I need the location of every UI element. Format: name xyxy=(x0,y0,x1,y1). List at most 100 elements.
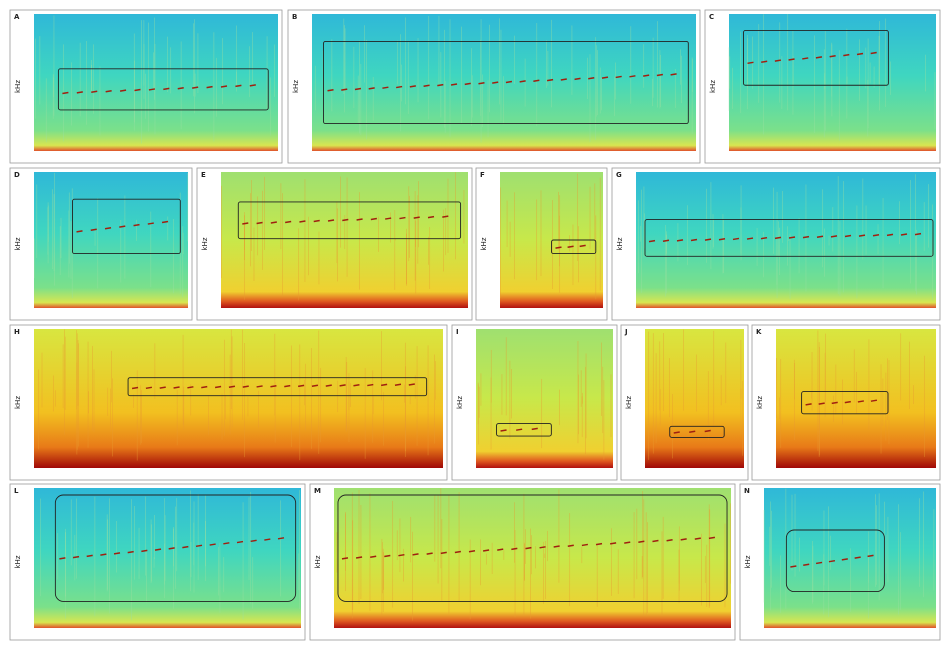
call xyxy=(761,61,767,62)
call xyxy=(114,553,120,554)
call xyxy=(235,85,241,86)
call xyxy=(149,89,155,90)
call xyxy=(871,52,877,53)
panel-label: L xyxy=(14,487,19,495)
panel: BkHz xyxy=(288,10,700,163)
call xyxy=(437,85,443,86)
call xyxy=(901,234,907,235)
call xyxy=(845,402,851,403)
call xyxy=(169,548,175,549)
call xyxy=(264,539,270,540)
call xyxy=(299,221,305,222)
call xyxy=(132,387,138,388)
call xyxy=(342,220,348,221)
call xyxy=(790,566,796,567)
call xyxy=(141,550,147,551)
call xyxy=(816,57,822,58)
call xyxy=(915,234,921,235)
call xyxy=(442,216,448,217)
call xyxy=(278,538,284,539)
call xyxy=(155,549,161,550)
call xyxy=(91,229,97,230)
call xyxy=(817,236,823,237)
call xyxy=(160,387,166,388)
panel: JkHz xyxy=(621,325,748,480)
call xyxy=(77,92,83,93)
call xyxy=(709,537,715,538)
call xyxy=(257,386,263,387)
call xyxy=(424,85,430,86)
call xyxy=(671,74,677,75)
panel-label: F xyxy=(480,171,485,179)
call xyxy=(511,548,517,549)
call xyxy=(610,543,616,544)
call xyxy=(399,218,405,219)
panel-label: G xyxy=(616,171,622,179)
panel: HkHz xyxy=(10,325,447,480)
y-axis-label: kHz xyxy=(14,396,22,409)
call xyxy=(370,556,376,557)
call xyxy=(677,240,683,241)
call xyxy=(859,235,865,236)
call xyxy=(215,386,221,387)
call xyxy=(747,62,753,63)
call xyxy=(845,235,851,236)
call xyxy=(842,559,848,560)
call xyxy=(73,557,79,558)
call xyxy=(441,552,447,553)
y-axis-label: kHz xyxy=(201,237,209,250)
call xyxy=(314,221,320,222)
call xyxy=(242,223,248,224)
call xyxy=(87,555,93,556)
call xyxy=(341,89,347,90)
call xyxy=(747,238,753,239)
panel: CkHz xyxy=(705,10,940,163)
call xyxy=(148,223,154,224)
call xyxy=(857,54,863,55)
call xyxy=(414,217,420,218)
call xyxy=(516,429,522,430)
spectrogram xyxy=(221,172,468,308)
call xyxy=(413,554,419,555)
call xyxy=(616,76,622,77)
spectrogram xyxy=(776,329,936,468)
call xyxy=(106,91,112,92)
call xyxy=(829,561,835,562)
call xyxy=(353,385,359,386)
call xyxy=(492,82,498,83)
y-axis-label: kHz xyxy=(456,396,464,409)
call xyxy=(832,402,838,403)
call xyxy=(691,240,697,241)
call xyxy=(887,234,893,235)
call xyxy=(806,404,812,405)
call xyxy=(588,78,594,79)
call xyxy=(284,386,290,387)
call xyxy=(128,552,134,553)
panel-label: C xyxy=(709,13,714,21)
call xyxy=(568,246,574,247)
call xyxy=(469,551,475,552)
call xyxy=(285,221,291,222)
call xyxy=(803,564,809,565)
y-axis-label: kHz xyxy=(744,555,752,568)
y-axis-label: kHz xyxy=(709,80,717,93)
call xyxy=(506,82,512,83)
call xyxy=(663,240,669,241)
y-axis-label: kHz xyxy=(292,80,300,93)
spectrogram xyxy=(334,488,731,628)
spectrogram xyxy=(34,14,278,151)
call xyxy=(326,385,332,386)
call xyxy=(367,385,373,386)
y-axis-label: kHz xyxy=(314,555,322,568)
call xyxy=(251,540,257,541)
panel-label: B xyxy=(292,13,297,21)
y-axis-label: kHz xyxy=(14,80,22,93)
call xyxy=(395,384,401,385)
call xyxy=(312,385,318,386)
call xyxy=(162,222,168,223)
call xyxy=(858,401,864,402)
panel-label: D xyxy=(14,171,20,179)
call xyxy=(580,245,586,246)
